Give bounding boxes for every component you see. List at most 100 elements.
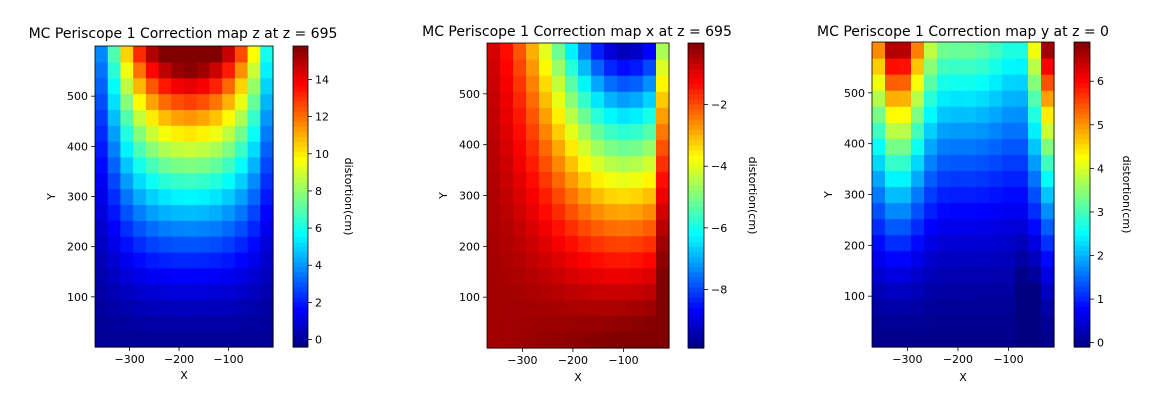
- heatmap-cell: [872, 202, 886, 220]
- heatmap-cell: [1041, 298, 1055, 316]
- heatmap-cell: [885, 314, 899, 332]
- heatmap-cell: [1028, 90, 1042, 107]
- colorbar-segment: [1074, 230, 1090, 236]
- heatmap-cell: [107, 188, 122, 206]
- heatmap-cell: [260, 331, 274, 348]
- heatmap-cell: [565, 251, 579, 269]
- heatmap-cell: [872, 234, 886, 252]
- heatmap-cell: [107, 141, 122, 158]
- heatmap-cell: [500, 315, 514, 333]
- colorbar-segment: [1074, 42, 1090, 48]
- heatmap-cell: [630, 235, 644, 253]
- heatmap-cell: [1041, 138, 1055, 155]
- heatmap-cell: [950, 138, 964, 155]
- heatmap-cell: [133, 315, 147, 332]
- heatmap-cell: [630, 139, 644, 156]
- heatmap-cell: [133, 331, 147, 348]
- heatmap-cell: [924, 42, 938, 59]
- colorbar-segment: [688, 205, 704, 212]
- heatmap-cell: [234, 188, 249, 206]
- x-tick-label: −100: [213, 353, 243, 366]
- heatmap-cell: [924, 202, 938, 220]
- heatmap-cell: [158, 125, 172, 142]
- colorbar-segment: [688, 154, 704, 161]
- heatmap-cell: [604, 91, 618, 108]
- heatmap-cell: [120, 125, 134, 142]
- heatmap-cell: [989, 234, 1003, 252]
- heatmap-cell: [107, 331, 122, 348]
- colorbar-segment: [1074, 270, 1090, 277]
- heatmap-cell: [630, 203, 644, 221]
- heatmap-cell: [604, 219, 618, 237]
- heatmap-cell: [1041, 266, 1055, 284]
- heatmap-cell: [630, 75, 644, 92]
- heatmap-cell: [911, 122, 925, 139]
- colorbar-segment: [1074, 123, 1090, 130]
- heatmap-cell: [643, 235, 657, 253]
- heatmap-cell: [539, 283, 553, 301]
- heatmap-cell: [95, 46, 109, 63]
- heatmap-cell: [209, 77, 223, 95]
- colorbar-segment: [688, 287, 704, 293]
- colorbar-segment: [688, 53, 704, 59]
- heatmap-cell: [1002, 186, 1016, 204]
- heatmap-cell: [643, 91, 657, 108]
- heatmap-cell: [234, 93, 249, 110]
- heatmap-cell: [107, 315, 122, 332]
- heatmap-cell: [1015, 202, 1029, 220]
- heatmap-cell: [209, 220, 223, 237]
- heatmap-cell: [937, 74, 951, 91]
- heatmap-cell: [950, 106, 964, 123]
- heatmap-cell: [1002, 298, 1016, 316]
- x-tick-label: −100: [608, 354, 638, 367]
- heatmap-cell: [526, 219, 540, 237]
- colorbar-segment: [1074, 62, 1090, 69]
- heatmap-cell: [898, 298, 912, 316]
- heatmap-cell: [222, 172, 236, 190]
- colorbar-segment: [688, 149, 704, 156]
- heatmap-cell: [885, 90, 899, 107]
- heatmap-cell: [145, 93, 160, 110]
- heatmap-cell: [950, 58, 964, 75]
- heatmap-cell: [120, 315, 134, 332]
- heatmap-cell: [222, 299, 236, 316]
- heatmap-cell: [898, 170, 912, 188]
- heatmap-cell: [107, 156, 122, 174]
- heatmap-cell: [133, 299, 147, 316]
- colorbar-segment: [688, 170, 704, 176]
- y-axis-label: Y: [45, 193, 58, 201]
- colorbar-segment: [688, 342, 704, 349]
- heatmap-cell: [133, 156, 147, 174]
- heatmap-cell: [630, 267, 644, 285]
- heatmap-cell: [526, 267, 540, 285]
- heatmap-cell: [95, 141, 109, 158]
- heatmap-cell: [950, 218, 964, 236]
- heatmap-cell: [487, 283, 501, 301]
- heatmap-cell: [222, 125, 236, 142]
- colorbar: 0 1 2 3 4 5 6 distortion(cm): [1073, 41, 1133, 350]
- heatmap-cell: [924, 90, 938, 107]
- heatmap-cell: [145, 61, 160, 79]
- heatmap-cell: [591, 59, 605, 76]
- heatmap-cell: [107, 46, 122, 63]
- heatmap-cell: [591, 123, 605, 140]
- heatmap-cell: [1015, 154, 1029, 172]
- heatmap-cell: [500, 219, 514, 237]
- heatmap-cell: [196, 204, 211, 221]
- heatmap-cell: [643, 283, 657, 301]
- heatmap-cell: [1028, 330, 1042, 348]
- heatmap-cell: [133, 188, 147, 206]
- heatmap-cell: [604, 107, 618, 124]
- colorbar-segment: [293, 306, 308, 313]
- heatmap-cell: [513, 139, 527, 156]
- heatmap-cell: [539, 331, 553, 349]
- heatmap-cell: [643, 315, 657, 333]
- colorbar-segment: [688, 200, 704, 207]
- x-tick-label: −300: [507, 354, 537, 367]
- colorbar-segment: [1074, 331, 1090, 338]
- heatmap-cell: [937, 314, 951, 332]
- heatmap-cell: [247, 109, 261, 126]
- heatmap-cell: [184, 315, 198, 332]
- colorbar-segment: [293, 291, 308, 298]
- heatmap-cell: [1028, 234, 1042, 252]
